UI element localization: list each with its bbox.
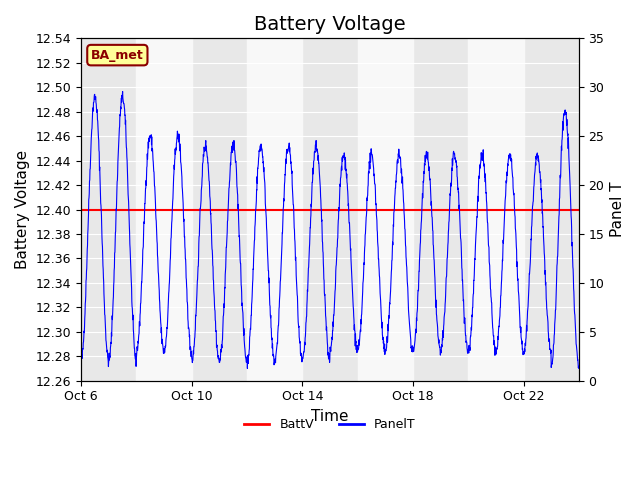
Bar	[413, 38, 468, 381]
Bar	[468, 38, 524, 381]
Bar	[524, 38, 579, 381]
Y-axis label: Panel T: Panel T	[610, 182, 625, 237]
Bar	[358, 38, 413, 381]
Legend: BattV, PanelT: BattV, PanelT	[239, 413, 420, 436]
Bar	[247, 38, 302, 381]
Bar	[136, 38, 191, 381]
Title: Battery Voltage: Battery Voltage	[254, 15, 406, 34]
Y-axis label: Battery Voltage: Battery Voltage	[15, 150, 30, 269]
Bar	[191, 38, 247, 381]
Text: BA_met: BA_met	[91, 48, 144, 61]
Bar	[81, 38, 136, 381]
X-axis label: Time: Time	[311, 409, 349, 424]
Bar	[302, 38, 358, 381]
